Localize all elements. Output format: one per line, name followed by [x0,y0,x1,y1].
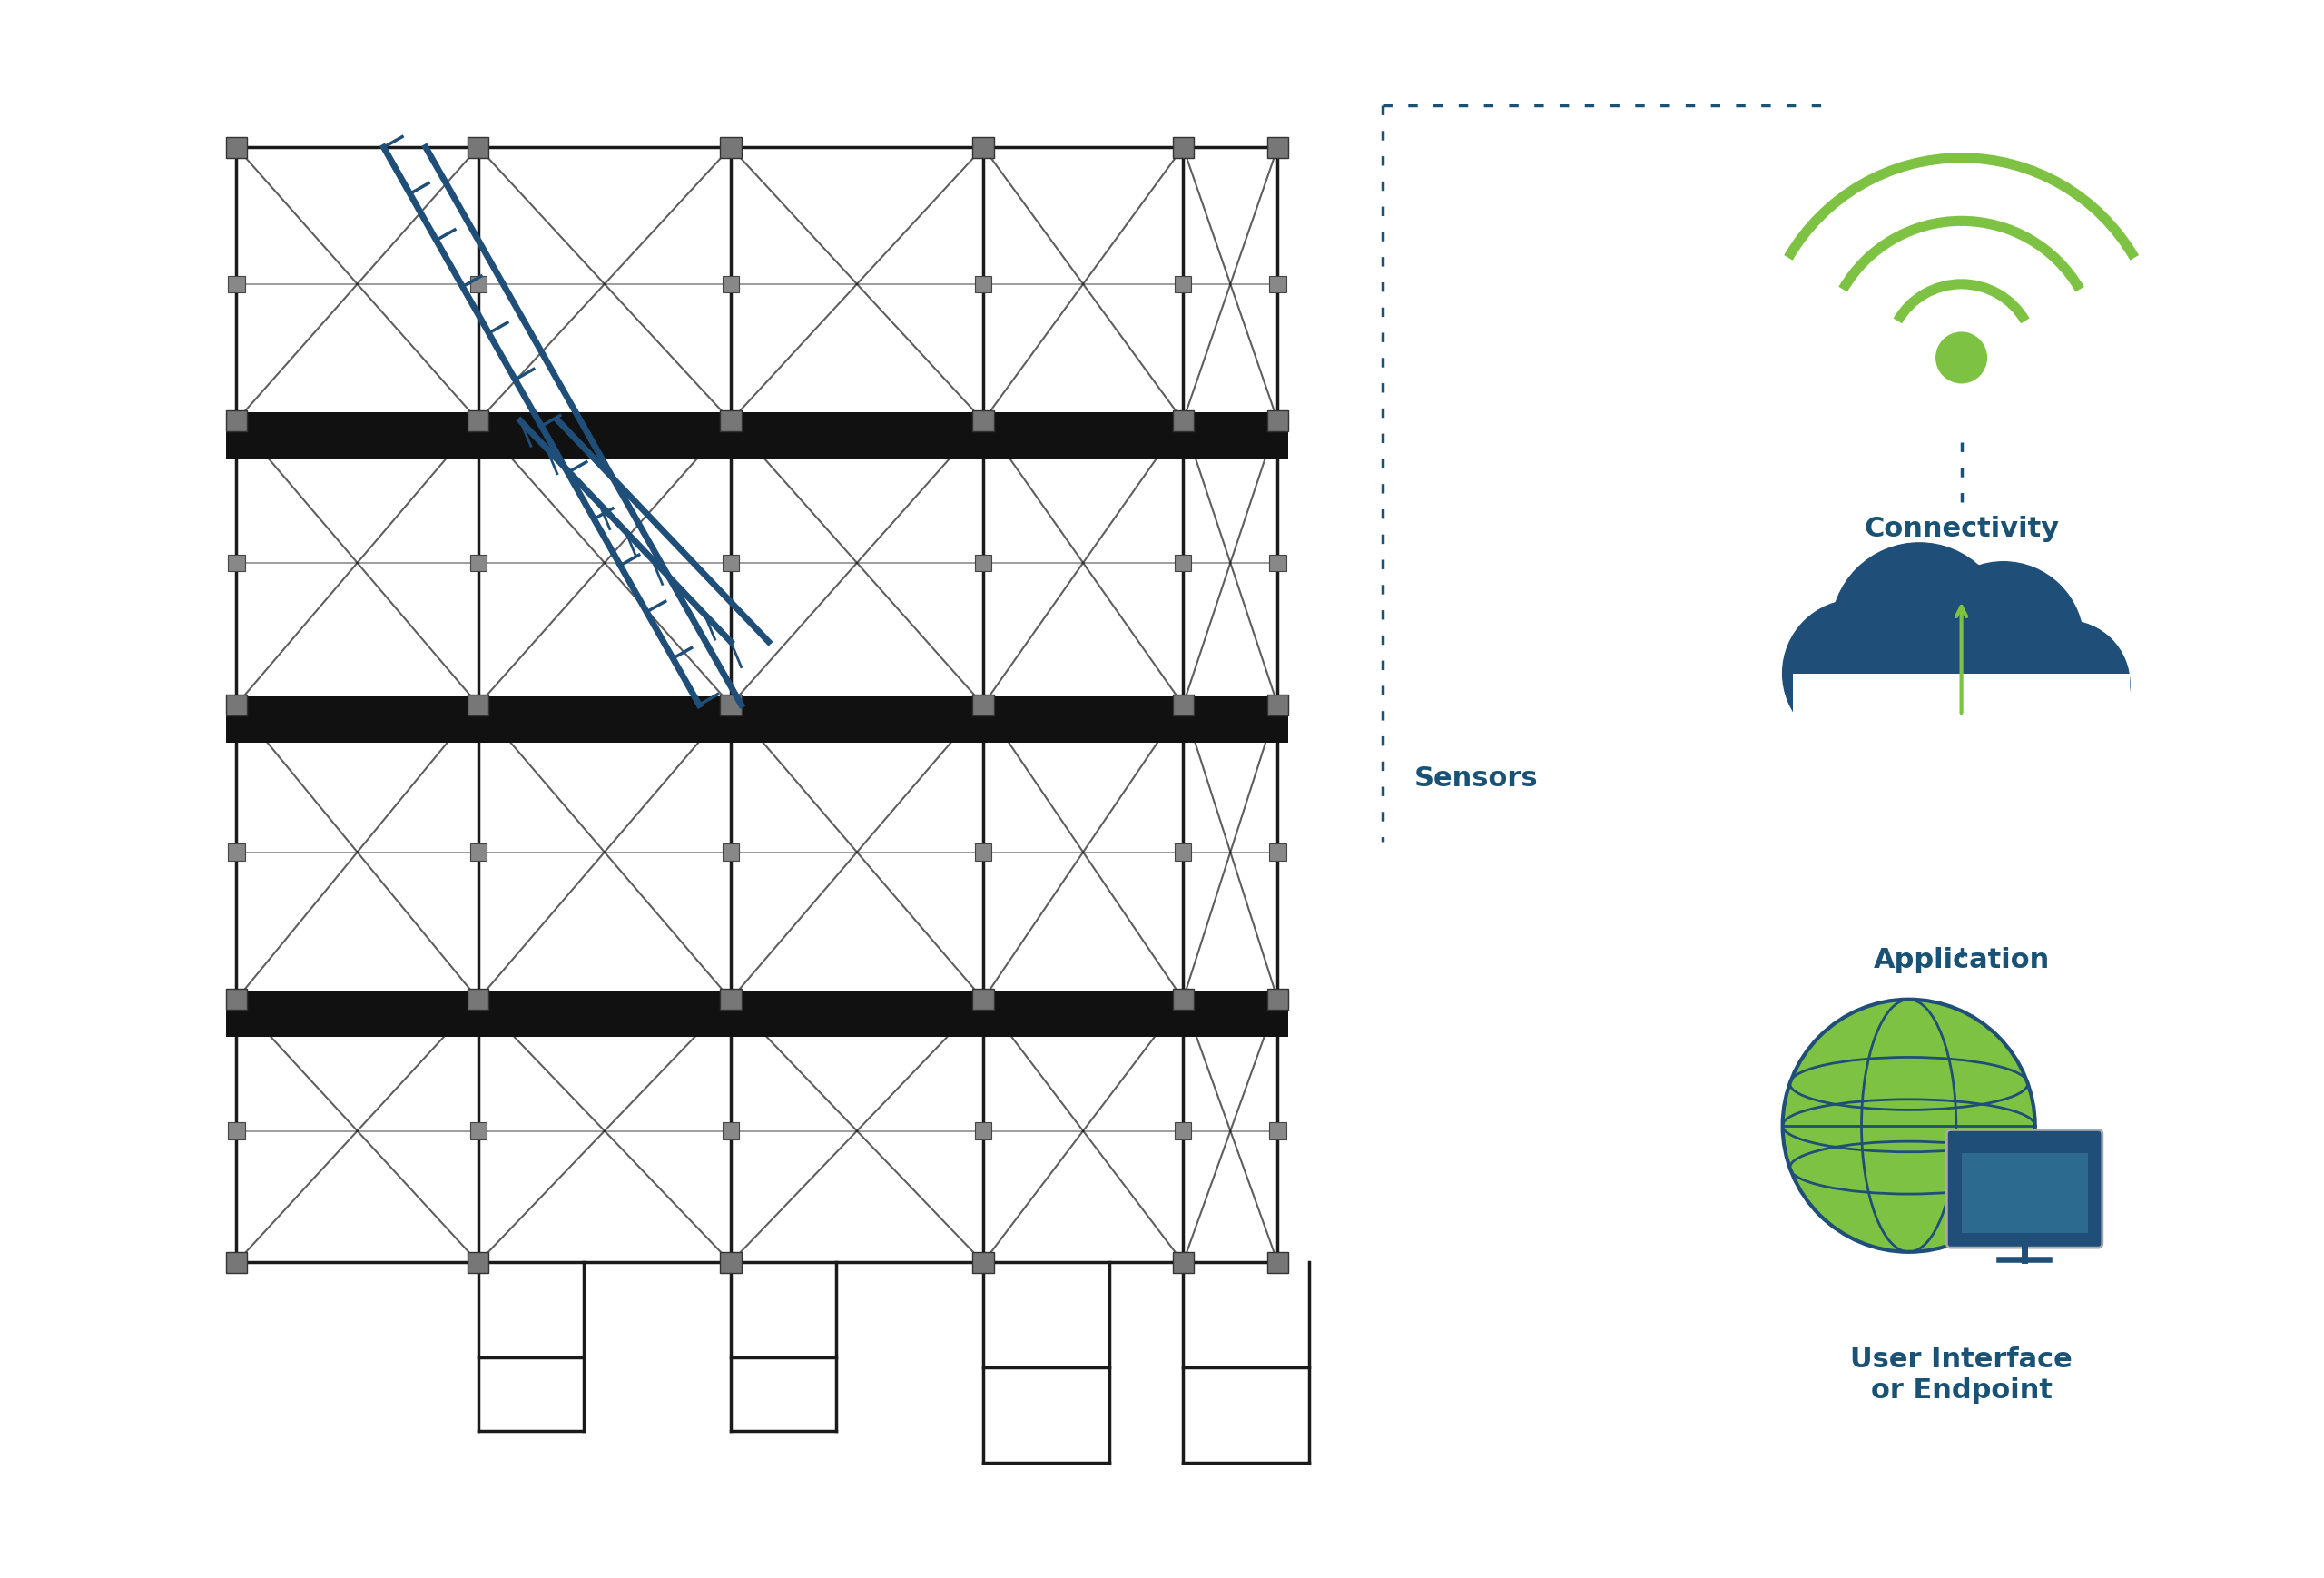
Circle shape [1783,600,1929,746]
FancyBboxPatch shape [225,991,1287,1037]
FancyBboxPatch shape [225,137,246,158]
FancyBboxPatch shape [720,694,741,715]
FancyBboxPatch shape [974,137,995,158]
FancyBboxPatch shape [225,412,1287,459]
FancyBboxPatch shape [720,1251,741,1273]
FancyBboxPatch shape [723,1122,739,1139]
FancyBboxPatch shape [974,989,995,1010]
FancyBboxPatch shape [1174,276,1192,292]
FancyBboxPatch shape [974,1122,992,1139]
Circle shape [1899,642,2024,768]
Text: Sensors: Sensors [1415,765,1538,792]
FancyBboxPatch shape [1948,1130,2103,1248]
FancyBboxPatch shape [225,989,246,1010]
FancyBboxPatch shape [228,276,244,292]
FancyBboxPatch shape [467,137,488,158]
FancyBboxPatch shape [1267,410,1287,431]
FancyBboxPatch shape [1267,137,1287,158]
FancyBboxPatch shape [720,137,741,158]
FancyBboxPatch shape [1174,554,1192,571]
FancyBboxPatch shape [467,1251,488,1273]
FancyBboxPatch shape [225,694,246,715]
Text: Connectivity: Connectivity [1864,516,2059,541]
FancyBboxPatch shape [228,844,244,860]
FancyBboxPatch shape [467,694,488,715]
FancyBboxPatch shape [1269,844,1285,860]
FancyBboxPatch shape [974,410,995,431]
FancyBboxPatch shape [974,276,992,292]
FancyBboxPatch shape [720,410,741,431]
FancyBboxPatch shape [720,989,741,1010]
Text: Application: Application [1873,947,2050,974]
Circle shape [2003,620,2129,746]
FancyBboxPatch shape [1174,694,1195,715]
FancyBboxPatch shape [1174,844,1192,860]
FancyBboxPatch shape [974,694,995,715]
FancyBboxPatch shape [1267,989,1287,1010]
FancyBboxPatch shape [469,1122,486,1139]
Circle shape [1783,999,2036,1251]
FancyBboxPatch shape [974,1251,995,1273]
FancyBboxPatch shape [1174,1251,1195,1273]
FancyBboxPatch shape [1269,1122,1285,1139]
FancyBboxPatch shape [1174,989,1195,1010]
Circle shape [1924,562,2082,721]
FancyBboxPatch shape [1794,674,2129,778]
FancyBboxPatch shape [225,1251,246,1273]
FancyBboxPatch shape [469,276,486,292]
FancyBboxPatch shape [228,1122,244,1139]
Circle shape [1831,543,2008,720]
Circle shape [1936,333,1987,383]
FancyBboxPatch shape [723,554,739,571]
FancyBboxPatch shape [723,844,739,860]
FancyBboxPatch shape [974,844,992,860]
FancyBboxPatch shape [228,554,244,571]
FancyBboxPatch shape [1961,1154,2087,1232]
FancyBboxPatch shape [1174,1122,1192,1139]
FancyBboxPatch shape [467,410,488,431]
FancyBboxPatch shape [1269,276,1285,292]
FancyBboxPatch shape [1174,137,1195,158]
FancyBboxPatch shape [1267,694,1287,715]
FancyBboxPatch shape [974,554,992,571]
FancyBboxPatch shape [225,410,246,431]
FancyBboxPatch shape [467,989,488,1010]
FancyBboxPatch shape [225,696,1287,743]
FancyBboxPatch shape [1174,410,1195,431]
FancyBboxPatch shape [1267,1251,1287,1273]
Text: User Interface
or Endpoint: User Interface or Endpoint [1850,1346,2073,1403]
FancyBboxPatch shape [1269,554,1285,571]
FancyBboxPatch shape [723,276,739,292]
FancyBboxPatch shape [469,844,486,860]
FancyBboxPatch shape [469,554,486,571]
